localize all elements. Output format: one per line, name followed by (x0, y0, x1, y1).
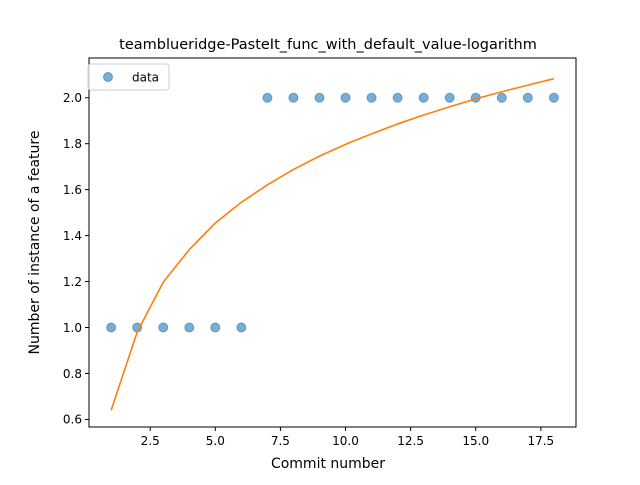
data-point (106, 322, 117, 333)
x-axis-ticks: 2.5 5.0 7.5 10.0 12.5 15.0 17.5 (141, 427, 554, 448)
data-point (340, 92, 351, 103)
legend-frame (87, 63, 170, 91)
y-tick-label: 1.2 (63, 275, 82, 289)
plot-frame (88, 57, 577, 428)
y-axis-ticks: 0.6 0.8 1.0 1.2 1.4 1.6 1.8 2.0 (63, 91, 89, 427)
y-tick-label: 1.0 (63, 321, 82, 335)
y-tick-label: 0.8 (63, 367, 82, 381)
plot-marks (106, 77, 559, 411)
x-tick-label: 12.5 (397, 434, 424, 448)
plot-area (89, 58, 576, 427)
y-tick-label: 1.6 (63, 183, 82, 197)
data-point (496, 92, 507, 103)
data-point (444, 92, 455, 103)
x-tick-label: 2.5 (141, 434, 160, 448)
fit-line (110, 77, 555, 411)
y-tick-label: 2.0 (63, 91, 82, 105)
x-tick-label: 15.0 (462, 434, 489, 448)
legend: data (87, 63, 170, 91)
data-point (548, 92, 559, 103)
x-tick-label: 17.5 (527, 434, 554, 448)
data-point (288, 92, 299, 103)
data-point (522, 92, 533, 103)
data-point (184, 322, 195, 333)
data-point (314, 92, 325, 103)
x-tick-label: 5.0 (206, 434, 225, 448)
data-point (236, 322, 247, 333)
x-tick-label: 10.0 (332, 434, 359, 448)
data-point (392, 92, 403, 103)
x-tick-label: 7.5 (271, 434, 290, 448)
x-axis-label: Commit number (271, 456, 385, 472)
data-point (210, 322, 221, 333)
data-point (366, 92, 377, 103)
y-tick-label: 0.6 (63, 413, 82, 427)
data-point (418, 92, 429, 103)
y-tick-label: 1.4 (63, 229, 82, 243)
data-point (262, 92, 273, 103)
chart-title: teamblueridge-PasteIt_func_with_default_… (119, 37, 537, 53)
y-tick-label: 1.8 (63, 137, 82, 151)
legend-marker-data (103, 72, 113, 82)
data-point (158, 322, 169, 333)
y-axis-label: Number of instance of a feature (27, 131, 43, 355)
legend-label-data: data (132, 71, 159, 85)
